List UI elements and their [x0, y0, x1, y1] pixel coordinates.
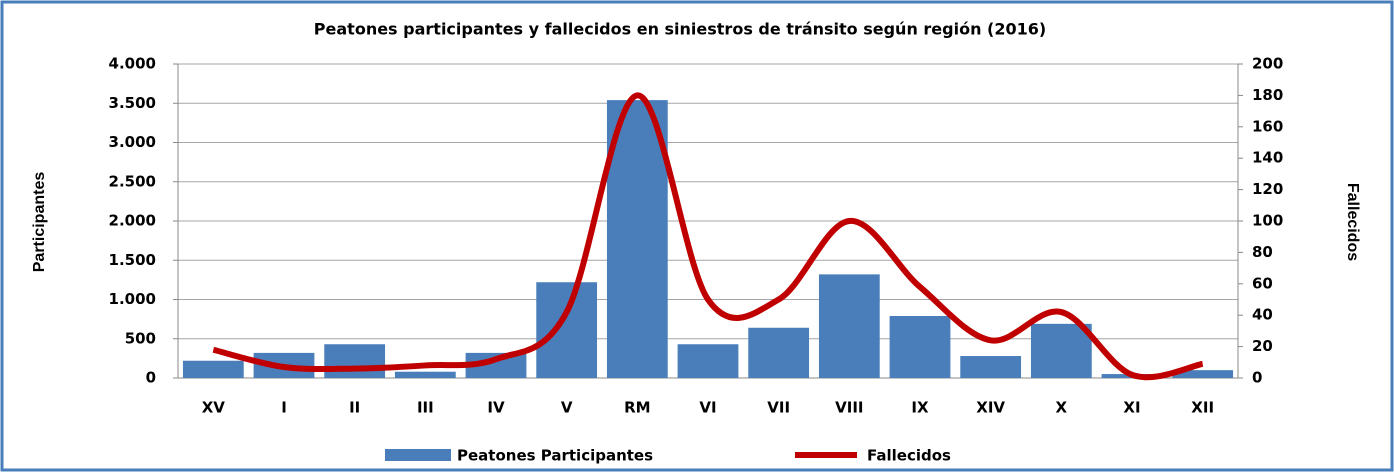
- y-tick-label: 1.000: [109, 290, 156, 308]
- x-tick-label: VII: [767, 399, 790, 417]
- y2-tick-label: 200: [1252, 55, 1283, 73]
- y2-tick-label: 40: [1252, 306, 1273, 324]
- y2-tick-label: 160: [1252, 117, 1283, 135]
- y2-tick-label: 120: [1252, 180, 1283, 198]
- line: [212, 92, 1204, 381]
- x-tick-label: XIV: [976, 399, 1005, 417]
- y2-tick-label: 100: [1252, 212, 1283, 230]
- x-tick-label: V: [561, 399, 573, 417]
- bar: [394, 371, 456, 378]
- bar: [606, 100, 668, 379]
- y-tick-label: 2.000: [109, 212, 156, 230]
- bar: [889, 315, 951, 378]
- x-tick-label: IV: [487, 399, 505, 417]
- y2-tick-label: 0: [1252, 369, 1262, 387]
- y-tick-label: 0: [146, 369, 156, 387]
- x-tick-label: XI: [1123, 399, 1140, 417]
- x-tick-label: I: [281, 399, 287, 417]
- bar: [324, 344, 386, 378]
- y-tick-label: 3.500: [109, 94, 156, 112]
- y2-axis-title: Fallecidos: [1344, 183, 1361, 261]
- x-tick-label: XV: [202, 399, 226, 417]
- x-tick-label: X: [1056, 399, 1068, 417]
- bar: [748, 327, 810, 378]
- y2-tick-label: 80: [1252, 243, 1273, 261]
- x-tick-label: RM: [624, 399, 650, 417]
- y-tick-label: 500: [125, 329, 156, 347]
- bar: [818, 274, 880, 378]
- x-tick-label: II: [349, 399, 360, 417]
- y-tick-label: 3.000: [109, 133, 156, 151]
- bar: [1172, 370, 1234, 378]
- chart-title: Peatones participantes y fallecidos en s…: [314, 20, 1046, 39]
- x-tick-label: VIII: [835, 399, 863, 417]
- x-tick-label: XII: [1191, 399, 1214, 417]
- y-tick-label: 1.500: [109, 251, 156, 269]
- x-tick-label: VI: [699, 399, 716, 417]
- bar: [182, 360, 244, 378]
- legend-swatch: [385, 449, 451, 461]
- bar: [677, 344, 739, 378]
- y2-tick-label: 140: [1252, 149, 1283, 167]
- legend-label: Peatones Participantes: [457, 447, 653, 465]
- y-tick-label: 2.500: [109, 172, 156, 190]
- y2-tick-label: 60: [1252, 274, 1273, 292]
- legend-label: Fallecidos: [867, 447, 951, 465]
- y2-tick-label: 180: [1252, 86, 1283, 104]
- bar: [960, 356, 1022, 378]
- y-axis-title: Participantes: [31, 172, 48, 273]
- bar: [1030, 323, 1092, 378]
- bar: [536, 282, 598, 378]
- x-tick-label: III: [417, 399, 434, 417]
- y-tick-label: 4.000: [109, 55, 156, 73]
- x-tick-label: IX: [911, 399, 929, 417]
- y2-tick-label: 20: [1252, 337, 1273, 355]
